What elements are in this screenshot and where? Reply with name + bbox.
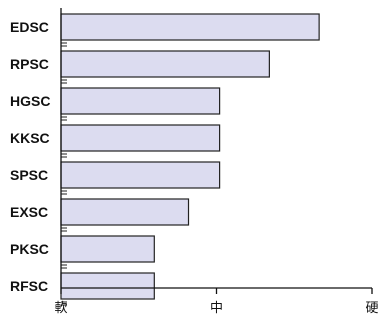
bar-edsc (60, 13, 320, 41)
bar-spsc (60, 161, 221, 189)
x-tick-label-0: 軟 (54, 300, 67, 316)
x-tick-label-2: 硬 (365, 301, 378, 316)
x-ticks-group: 軟中硬 (54, 288, 379, 316)
bar-exsc (60, 198, 190, 226)
bar-hgsc (60, 87, 221, 115)
category-label-rpsc: RPSC (10, 56, 49, 72)
category-label-spsc: SPSC (10, 167, 48, 183)
category-label-rfsc: RFSC (10, 278, 48, 294)
bar-rfsc (60, 272, 155, 300)
x-tick-label-1: 中 (210, 301, 223, 316)
category-label-pksc: PKSC (10, 241, 49, 257)
category-labels: EDSC RPSC HGSC KKSC SPSC EXSC PKSC RFSC (10, 19, 50, 294)
bar-kksc (60, 124, 221, 152)
bar-rpsc (60, 50, 270, 78)
category-label-kksc: KKSC (10, 130, 50, 146)
category-label-hgsc: HGSC (10, 93, 50, 109)
bar-pksc (60, 235, 155, 263)
category-label-edsc: EDSC (10, 19, 49, 35)
category-label-exsc: EXSC (10, 204, 48, 220)
bars-group (60, 13, 320, 306)
